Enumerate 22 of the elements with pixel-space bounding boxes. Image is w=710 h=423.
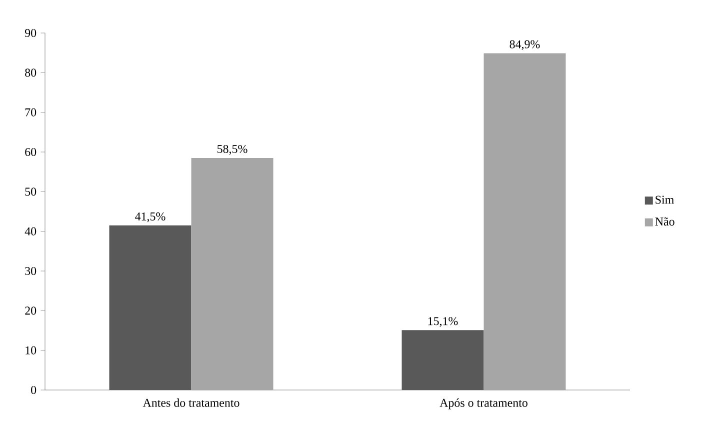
bar bbox=[109, 225, 192, 390]
y-tick-label: 80 bbox=[25, 68, 36, 77]
legend-label: Sim bbox=[656, 196, 674, 204]
y-tick-label: 40 bbox=[24, 227, 36, 236]
y-tick-label: 0 bbox=[31, 386, 36, 394]
data-label: 84,9% bbox=[510, 40, 540, 50]
x-tick-label: Após o tratamento bbox=[440, 398, 528, 410]
y-tick-label: 90 bbox=[25, 28, 36, 38]
y-tick-label: 30 bbox=[25, 266, 36, 276]
y-tick-label: 10 bbox=[26, 346, 36, 354]
y-tick-label: 20 bbox=[25, 306, 36, 315]
data-label: 58,5% bbox=[218, 144, 248, 155]
x-tick-label: Antes do tratamento bbox=[142, 398, 240, 407]
y-tick-label: 60 bbox=[25, 148, 36, 156]
y-tick-label: 70 bbox=[25, 108, 36, 116]
bar bbox=[484, 53, 566, 390]
bar bbox=[402, 330, 484, 390]
y-tick-label: 50 bbox=[25, 188, 36, 196]
data-label: 41,5% bbox=[135, 212, 166, 222]
legend-label: Não bbox=[655, 217, 674, 226]
bar bbox=[191, 158, 274, 390]
data-label: 15,1% bbox=[428, 317, 458, 327]
